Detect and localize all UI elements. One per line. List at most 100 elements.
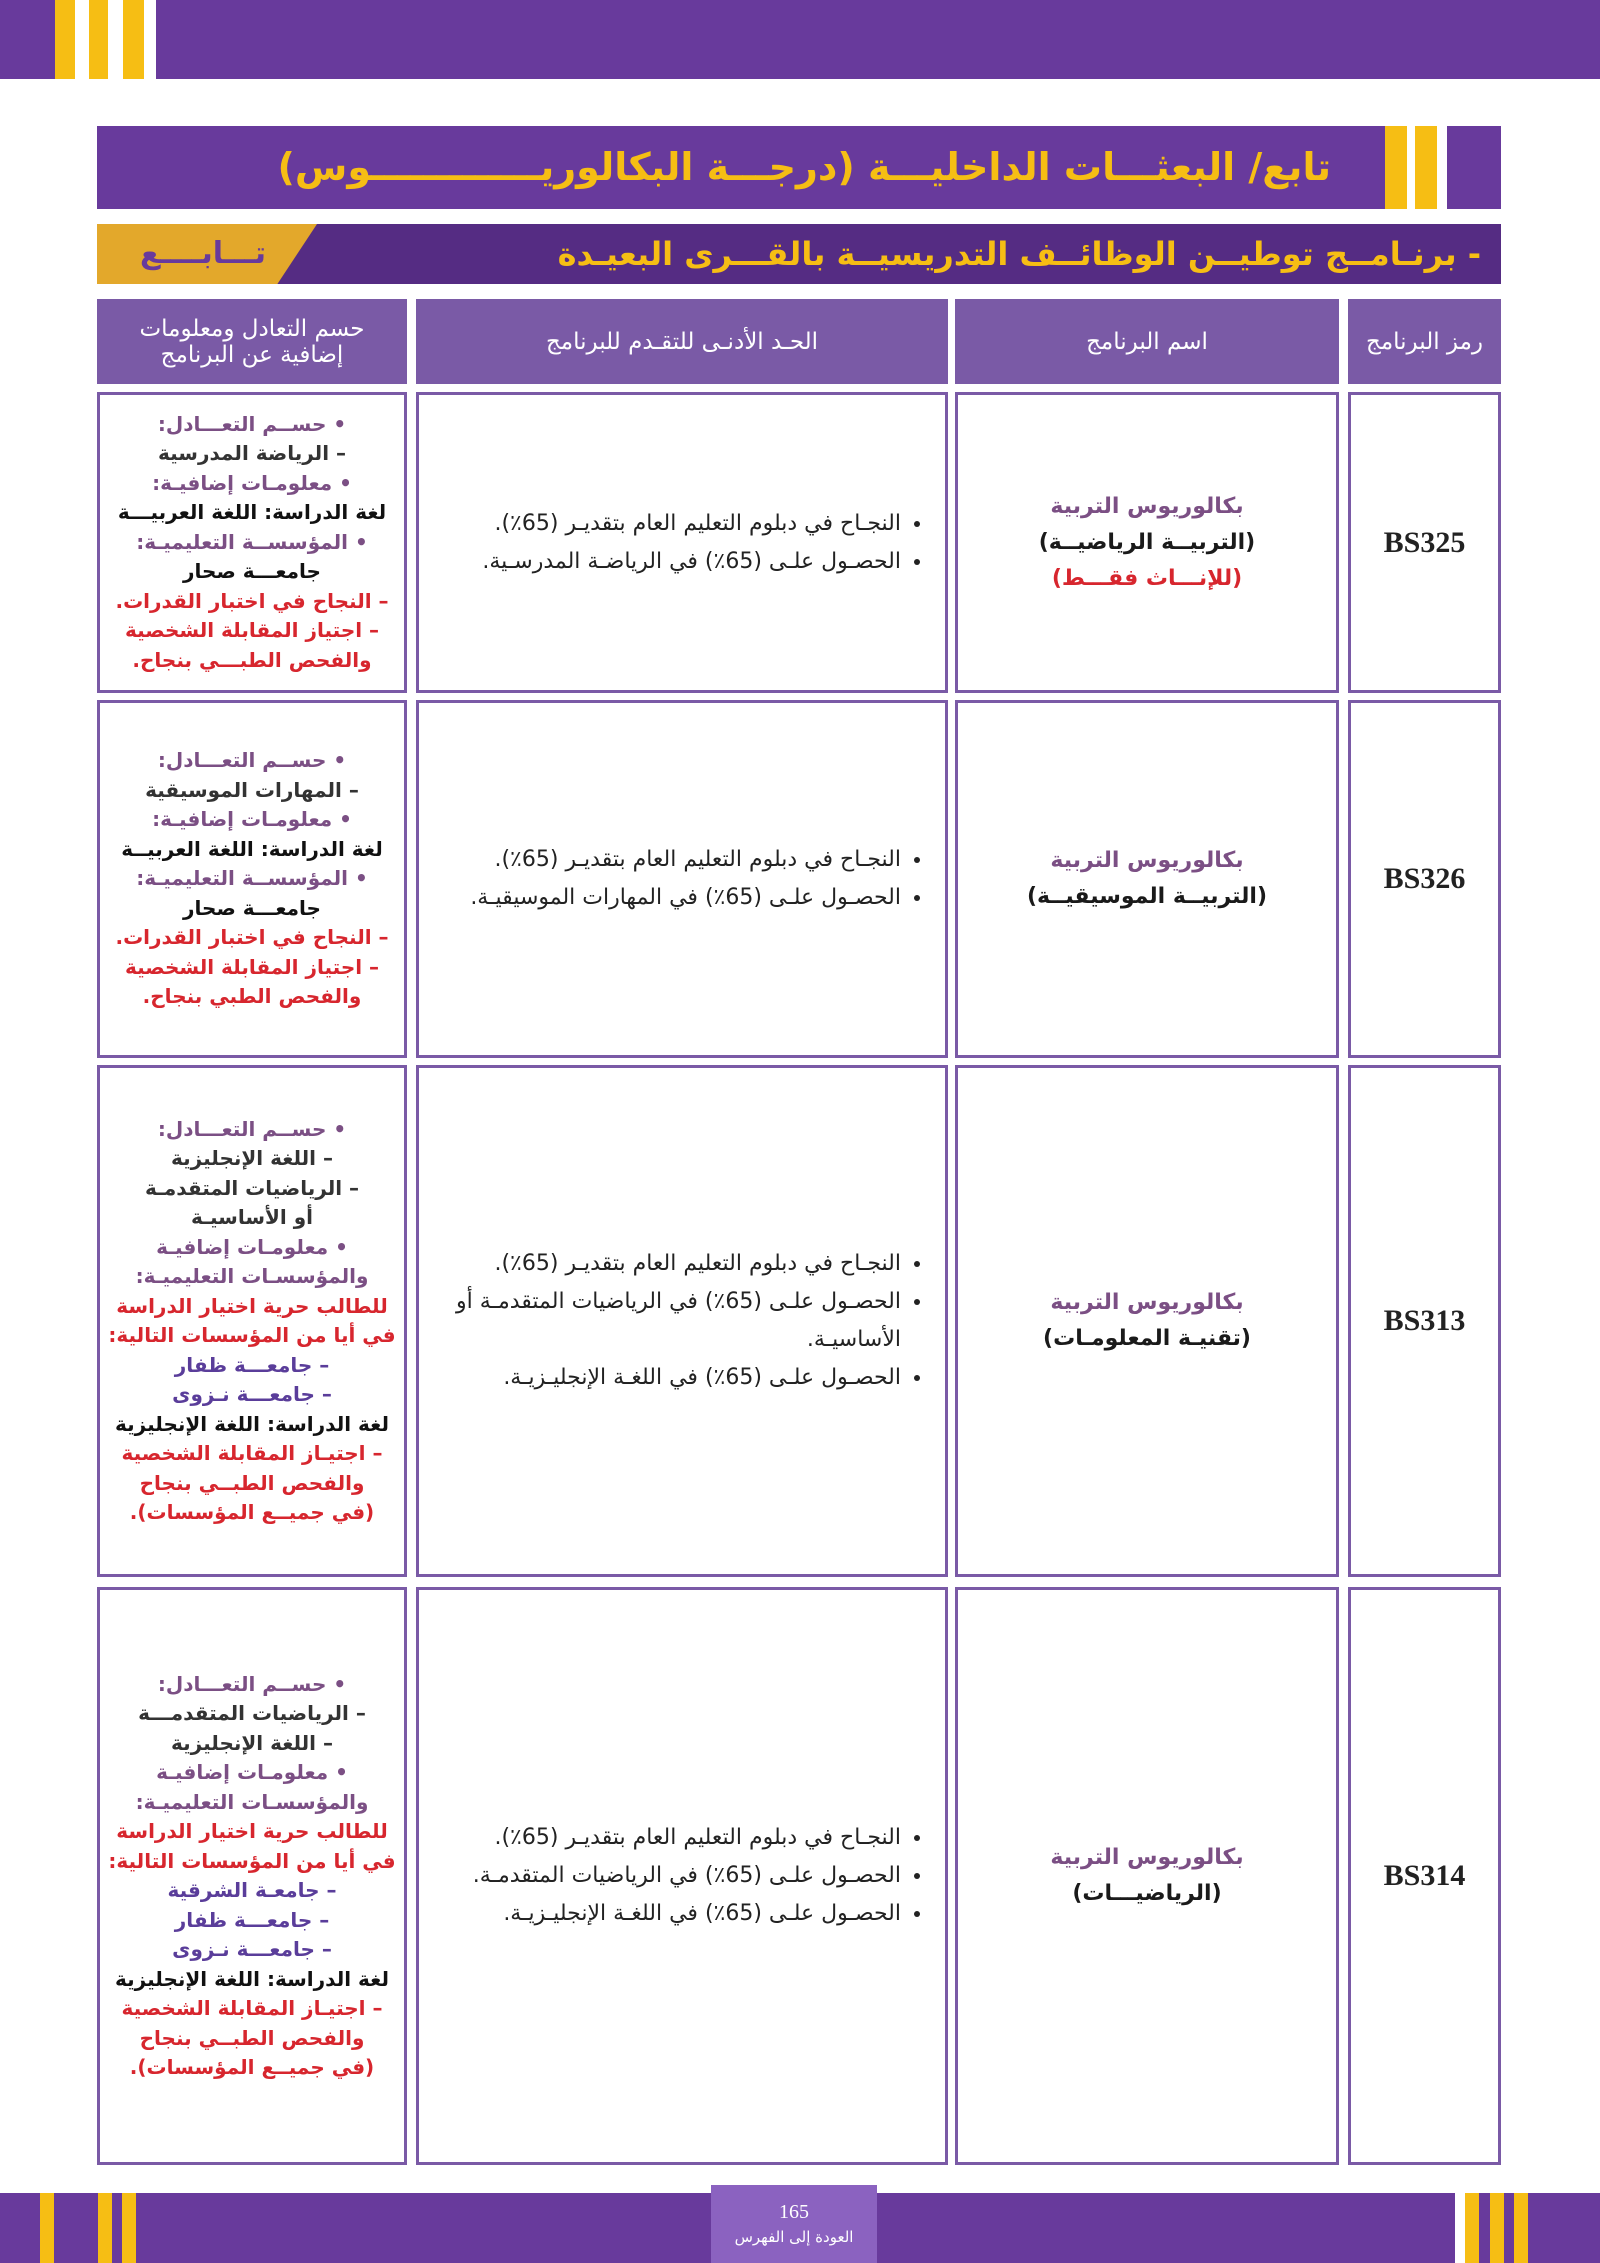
requirement: النجـاح في دبلوم التعليم العام بتقديـر (…: [470, 841, 901, 879]
continued-tab: [97, 224, 317, 284]
requirements-list: النجـاح في دبلوم التعليم العام بتقديـر (…: [473, 1819, 923, 1933]
info-line: في أيا من المؤسسات التالية:: [108, 1323, 396, 1347]
stripe: [55, 0, 75, 79]
name-header: اسم البرنامج: [955, 299, 1339, 384]
code-header: رمز البرنامج: [1348, 299, 1501, 384]
info-line: لغة الدراسة: اللغة الإنجليزية: [115, 1411, 389, 1436]
requirement: الحصـول علـى (65٪) في اللغـة الإنجليـزيـ…: [419, 1359, 901, 1397]
name-line: بكالوريوس التربية: [1050, 493, 1244, 519]
requirement: الحصـول علـى (65٪) في اللغـة الإنجليـزيـ…: [473, 1895, 901, 1933]
info-line: في أيا من المؤسسات التالية:: [108, 1848, 396, 1873]
stripe: [1407, 126, 1415, 209]
additional-info: • حســم التعـــادل: – اللغة الإنجليزية – ا…: [97, 1065, 407, 1577]
subtitle-bar: - برنـامــج توطيــن الوظائــف التدريسيــ…: [97, 224, 1501, 284]
requirement: النجـاح في دبلوم التعليم العام بتقديـر (…: [419, 1245, 901, 1283]
info-line: – الرياضيات المتقدمـة: [144, 1175, 360, 1200]
info-header: حسم التعادل ومعلومات إضافية عن البرنامج: [97, 299, 407, 384]
info-line: لغة الدراسة: اللغة العربيـــة: [117, 500, 387, 525]
footer-box: 165 العودة إلى الفهرس: [711, 2185, 877, 2263]
stripe: [123, 0, 144, 79]
stripe: [1490, 2193, 1504, 2263]
requirements-list: النجـاح في دبلوم التعليم العام بتقديـر (…: [470, 841, 923, 917]
info-line: – النجاح في اختبار القدرات.: [115, 588, 389, 613]
stripe: [1437, 126, 1447, 209]
info-line: والفحص الطبــي بنجاح: [139, 2025, 365, 2050]
info-line: – المهارات الموسيقية: [145, 777, 359, 802]
name-line: (تقنيـة المعلومـات): [1043, 1326, 1251, 1351]
continued-label: تـــابــــع: [140, 236, 267, 271]
info-line: • حســم التعـــادل:: [157, 1116, 347, 1141]
stripe: [1455, 2193, 1465, 2263]
info-line: • معلومـات إضافيـة: [156, 1760, 348, 1784]
name-line: بكالوريوس التربية: [1050, 848, 1244, 873]
info-line: – جامعـــة ظفار: [174, 1907, 330, 1932]
requirements: النجـاح في دبلوم التعليم العام بتقديـر (…: [416, 700, 948, 1058]
back-to-index-link[interactable]: العودة إلى الفهرس: [734, 2228, 854, 2246]
info-line: – جامعـة الشرقية: [167, 1878, 337, 1902]
info-line: – الرياضة المدرسية: [158, 441, 347, 466]
info-line: • معلومـات إضافيـة: [156, 1234, 348, 1259]
info-line: (في جميــع المؤسسات).: [129, 2055, 375, 2079]
requirement: الحصـول علـى (65٪) في الرياضـة المدرسـية…: [482, 543, 901, 581]
requirements: النجـاح في دبلوم التعليم العام بتقديـر (…: [416, 392, 948, 693]
info-line: • حســم التعـــادل:: [157, 1671, 347, 1696]
requirement: الحصـول علـى (65٪) في الرياضيات المتقدمـ…: [419, 1283, 901, 1359]
requirements: النجـاح في دبلوم التعليم العام بتقديـر (…: [416, 1587, 948, 2165]
name-line: (التربيــة الموسيقيــة): [1027, 884, 1268, 909]
info-line: والمؤسسـات التعليميـة:: [135, 1264, 369, 1288]
program-code: BS313: [1348, 1065, 1501, 1577]
info-line: – اجتياز المقابلة الشخصية: [124, 618, 380, 643]
info-line: • معلومـات إضافيـة:: [152, 470, 352, 495]
program-code: BS314: [1348, 1587, 1501, 2165]
info-line: – اجتيـاز المقابلة الشخصية: [121, 1441, 383, 1465]
info-line: (في جميــع المؤسسات).: [129, 1500, 375, 1524]
info-line: والفحص الطبــي بنجاح: [139, 1470, 365, 1495]
stripe: [40, 2193, 54, 2263]
info-line: للطالب حرية اختيار الدراسة: [116, 1819, 388, 1843]
name-line: (التربيــة الرياضيــة): [1038, 529, 1256, 555]
info-line: – اللغة الإنجليزية: [171, 1730, 333, 1755]
info-line: والفحص الطبـــي بنجاح.: [132, 647, 372, 672]
name-line: (الرياضيـــات): [1072, 1881, 1222, 1906]
info-line: أو الأساسيـة: [191, 1205, 313, 1229]
stripe: [1385, 126, 1407, 209]
info-line: للطالب حرية اختيار الدراسة: [116, 1293, 388, 1318]
stripe: [1415, 126, 1437, 209]
program-name: بكالوريوس التربية (التربيــة الموسيقيــة): [955, 700, 1339, 1058]
requirement: النجـاح في دبلوم التعليم العام بتقديـر (…: [473, 1819, 901, 1857]
requirements-list: النجـاح في دبلوم التعليم العام بتقديـر (…: [482, 505, 923, 581]
requirements-header: الحـد الأدنـى للتقـدم للبرنامج: [416, 299, 948, 384]
name-line: (للإنـــاث فقـــط): [1051, 565, 1243, 591]
info-line: جامعـــة صحار: [183, 559, 321, 584]
requirements-list: النجـاح في دبلوم التعليم العام بتقديـر (…: [419, 1245, 923, 1397]
info-line: • معلومـات إضافيـة:: [152, 807, 352, 832]
program-name: بكالوريوس التربية (تقنيـة المعلومـات): [955, 1065, 1339, 1577]
top-stripes: [0, 0, 156, 79]
info-line: – جامعـــة نـزوى: [172, 1382, 332, 1406]
info-line: جامعـــة صحار: [183, 895, 321, 920]
requirements: النجـاح في دبلوم التعليم العام بتقديـر (…: [416, 1065, 948, 1577]
requirement: الحصـول علـى (65٪) في المهارات الموسيقيـ…: [470, 879, 901, 917]
top-bar: [0, 0, 1600, 79]
info-line: والفحص الطبي بنجاح.: [142, 984, 362, 1009]
info-line: – الرياضيات المتقدمـــة: [138, 1701, 366, 1725]
info-line: • حســم التعـــادل:: [157, 748, 347, 773]
info-line: والمؤسسـات التعليميـة:: [135, 1789, 369, 1814]
info-line: • حســم التعـــادل:: [157, 411, 347, 436]
stripe: [1465, 2193, 1479, 2263]
page-title: تابع/ البعثـــات الداخليـــة (درجـــة ال…: [277, 145, 1331, 189]
name-line: بكالوريوس التربية: [1050, 1845, 1244, 1870]
page-number: 165: [779, 2201, 809, 2223]
program-name: بكالوريوس التربية (التربيــة الرياضيــة) (…: [955, 392, 1339, 693]
info-line: – اجتيـاز المقابلة الشخصية: [121, 1996, 383, 2020]
info-line: – النجاح في اختبار القدرات.: [115, 925, 389, 950]
subtitle: - برنـامــج توطيــن الوظائــف التدريسيــ…: [557, 235, 1481, 273]
info-line: – جامعـــة نـزوى: [172, 1937, 332, 1961]
stripe: [89, 0, 108, 79]
additional-info: • حســم التعـــادل: – المهارات الموسيقية •…: [97, 700, 407, 1058]
info-line: لغة الدراسة: اللغة الإنجليزية: [115, 1966, 389, 1991]
program-code: BS326: [1348, 700, 1501, 1058]
info-line: – جامعـــة ظفار: [174, 1352, 330, 1377]
program-name: بكالوريوس التربية (الرياضيـــات): [955, 1587, 1339, 2165]
